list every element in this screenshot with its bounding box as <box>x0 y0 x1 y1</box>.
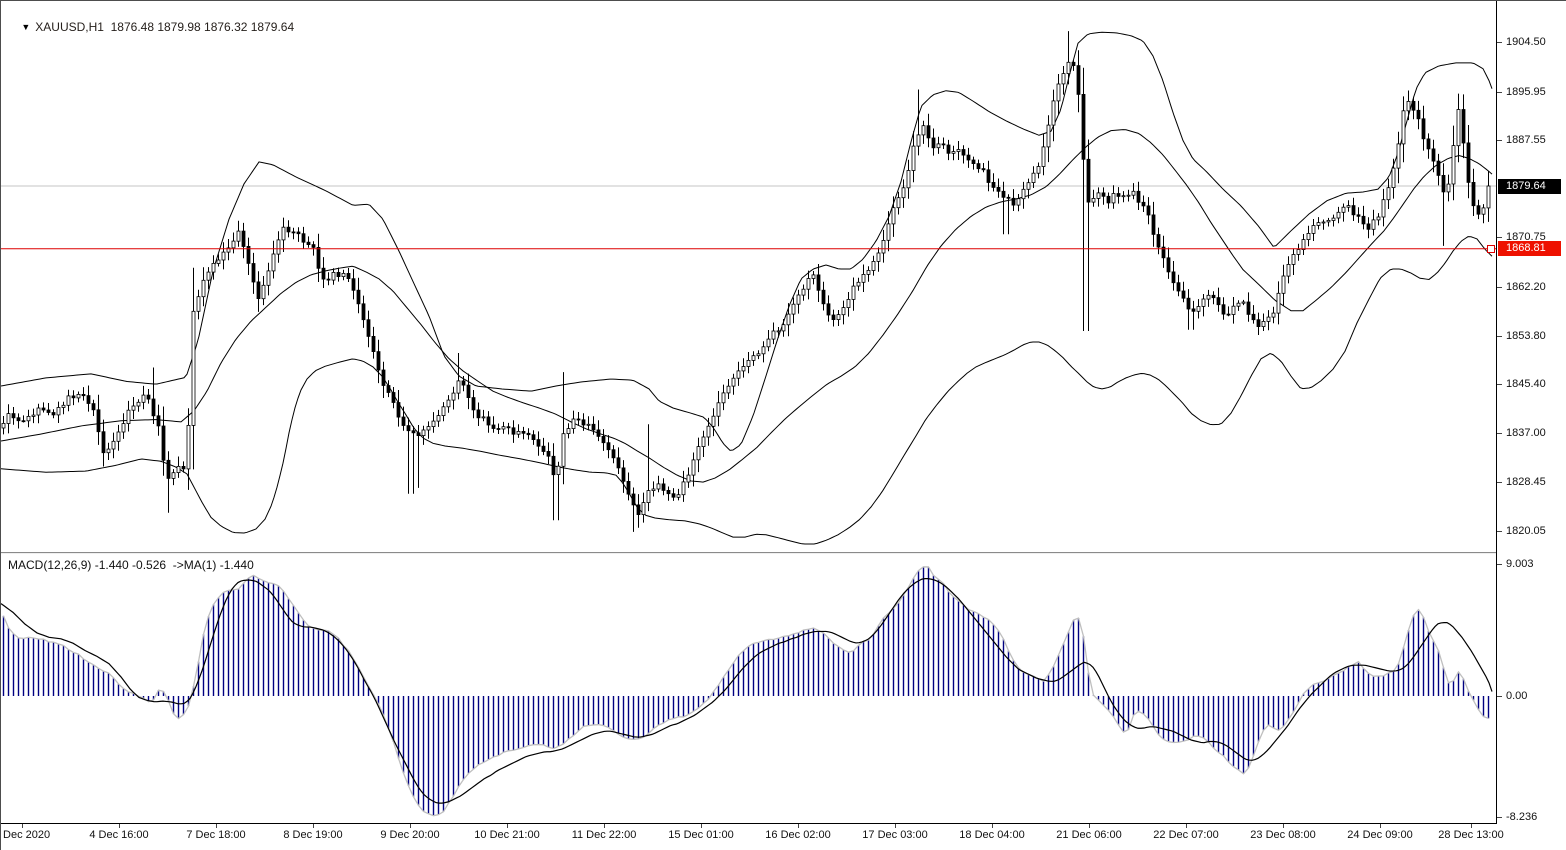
time-axis-tick <box>410 824 411 828</box>
price-axis-label: 1820.05 <box>1506 525 1546 538</box>
axis-tick <box>1497 237 1502 239</box>
red-level-badge: 1868.81 <box>1498 241 1561 257</box>
axis-tick <box>1497 286 1502 288</box>
time-axis-label: 9 Dec 20:00 <box>380 829 440 841</box>
macd-indicator-label: MACD(12,26,9) -1.440 -0.526 ->MA(1) -1.4… <box>8 558 254 572</box>
symbol-ohlc-text: XAUUSD,H1 1876.48 1879.98 1876.32 1879.6… <box>35 20 295 34</box>
time-axis-tick <box>119 824 120 828</box>
price-axis-label: 1853.80 <box>1506 329 1546 342</box>
red-level-line-handle[interactable] <box>1487 244 1495 253</box>
price-axis-label: 1887.55 <box>1506 134 1546 147</box>
current-price-badge: 1879.64 <box>1498 178 1561 194</box>
time-axis-tick <box>216 824 217 828</box>
chart-plot-canvas[interactable] <box>1 1 1497 824</box>
axis-tick <box>1497 816 1502 818</box>
axis-tick <box>1497 696 1502 697</box>
time-axis-tick <box>313 824 314 828</box>
time-axis-label: 15 Dec 01:00 <box>668 829 734 841</box>
price-axis-label: 1828.45 <box>1506 476 1546 489</box>
time-axis-label: 22 Dec 07:00 <box>1153 829 1219 841</box>
axis-tick <box>1497 432 1502 434</box>
macd-axis-label: 9.003 <box>1506 557 1534 570</box>
chart-symbol-info: ▼ XAUUSD,H1 1876.48 1879.98 1876.32 1879.… <box>8 6 294 48</box>
macd-signal-line <box>1 578 1493 804</box>
price-axis-label: 1837.00 <box>1506 426 1546 439</box>
time-axis-tick <box>507 824 508 828</box>
price-axis-label: 1862.20 <box>1506 280 1546 293</box>
price-axis-label: 1870.75 <box>1506 231 1546 244</box>
axis-tick <box>1497 531 1502 533</box>
time-axis-label: 4 Dec 16:00 <box>89 829 149 841</box>
time-axis-tick <box>22 824 23 828</box>
axis-tick <box>1497 140 1502 142</box>
time-axis-tick <box>604 824 605 828</box>
time-axis-label: 21 Dec 06:00 <box>1056 829 1122 841</box>
time-axis-tick <box>992 824 993 828</box>
time-axis-label: 16 Dec 02:00 <box>765 829 831 841</box>
price-axis-label: 1895.95 <box>1506 85 1546 98</box>
price-axis-label: 1845.40 <box>1506 378 1546 391</box>
axis-tick <box>1497 335 1502 337</box>
axis-tick <box>1497 384 1502 386</box>
time-axis-tick <box>1186 824 1187 828</box>
time-axis-tick <box>895 824 896 828</box>
axis-tick <box>1497 91 1502 93</box>
time-axis-label: 11 Dec 22:00 <box>571 829 637 841</box>
time-axis-label: 28 Dec 13:00 <box>1438 829 1504 841</box>
time-axis[interactable]: 3 Dec 2020 4 Dec 16:00 7 Dec 18:00 8 Dec 19… <box>1 824 1566 850</box>
time-axis-label: 17 Dec 03:00 <box>862 829 928 841</box>
symbol-info-toggle-icon[interactable]: ▼ <box>21 22 31 32</box>
time-axis-label: 8 Dec 19:00 <box>283 829 343 841</box>
time-axis-label: 18 Dec 04:00 <box>959 829 1025 841</box>
time-axis-label: 23 Dec 08:00 <box>1250 829 1316 841</box>
time-axis-tick <box>701 824 702 828</box>
macd-main-line <box>2 566 1489 817</box>
time-axis-label: 10 Dec 21:00 <box>474 829 540 841</box>
time-axis-label: 3 Dec 2020 <box>1 829 51 841</box>
price-axis-label: 1904.50 <box>1506 36 1546 49</box>
time-axis-tick <box>1089 824 1090 828</box>
bollinger-bands <box>1 31 1493 545</box>
axis-tick <box>1497 563 1502 565</box>
axis-tick <box>1497 42 1502 44</box>
time-axis-tick <box>1471 824 1472 828</box>
time-axis-label: 7 Dec 18:00 <box>186 829 246 841</box>
macd-axis-label: 0.00 <box>1506 690 1528 702</box>
axis-tick <box>1497 482 1502 484</box>
time-axis-tick <box>798 824 799 828</box>
candlesticks <box>1 31 1491 532</box>
time-axis-tick <box>1380 824 1381 828</box>
macd-histogram <box>2 566 1490 816</box>
price-axis[interactable]: 1879.64 1868.81 1904.50 1895.95 1887.55 187… <box>1497 1 1566 850</box>
macd-axis-label: -8.236 <box>1506 810 1538 823</box>
time-axis-tick <box>1283 824 1284 828</box>
time-axis-label: 24 Dec 09:00 <box>1347 829 1413 841</box>
